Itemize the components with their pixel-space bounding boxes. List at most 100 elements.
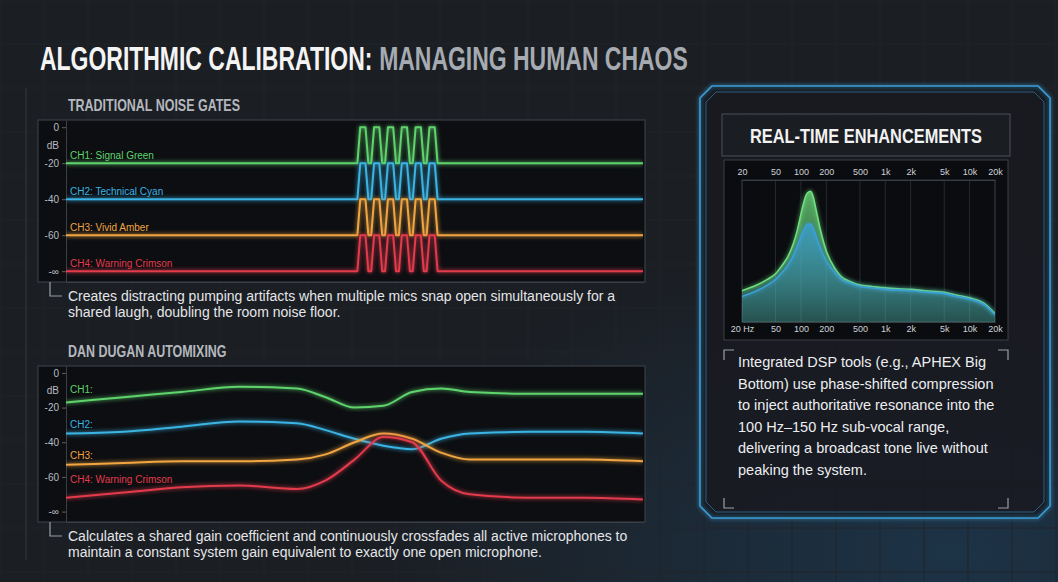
x2-tick: 5k [940,167,950,180]
x-tick: 1k [881,322,891,334]
x-tick: 200 [819,322,834,334]
x-tick: 5k [940,322,950,334]
y-axis-title: dB [47,140,60,151]
y-tick: -20 [45,402,66,413]
x2-tick-label: 1k [881,167,891,177]
series-label: CH2: [70,419,93,430]
y-tick: -20 [45,158,66,169]
heading: DAN DUGAN AUTOMIXING [68,343,227,361]
series-line [66,235,643,271]
y-tick-mark [62,127,66,128]
series-label: CH4: Warning Crimson [70,474,172,485]
series-line [66,421,643,449]
x-tick-label: 1k [881,324,891,334]
series-label: CH2: Technical Cyan [70,186,163,197]
x-tick-label: 10k [963,324,978,334]
x2-tick: 1k [881,167,891,180]
series-label: CH1: Signal Green [70,150,154,161]
y-tick-label: -40 [45,437,60,448]
y-tick-label: -∞ [49,266,59,277]
caption-line: maintain a constant system gain equivale… [68,544,542,560]
series-labels: CH1: Signal Green CH2: Technical Cyan CH3:… [70,150,172,269]
y-tick: -40 [45,194,66,205]
x-tick: 100 [794,322,809,334]
area-chart: REAL-TIME ENHANCEMENTS 20 50 100 200 500 1k 2k 5… [700,86,1050,518]
x2-tick: 20 [737,167,747,180]
caption: Integrated DSP tools (e.g., APHEX BigBot… [738,354,994,478]
series-labels: CH1:CH2:CH3:CH4: Warning Crimson [70,384,172,485]
x2-tick: 10k [963,167,978,180]
x2-tick: 2k [906,167,916,180]
x2-tick: 500 [853,167,868,180]
y-tick-label: -20 [45,158,60,169]
x-tick: 500 [853,322,868,334]
x-axis [67,282,644,283]
y-tick-label: -20 [45,402,60,413]
x2-tick-label: 50 [771,167,781,177]
y-tick-mark [62,199,66,200]
x2-tick-label: 2k [906,167,916,177]
x-tick: 2k [906,322,916,334]
x2-tick: 20k [988,167,1003,180]
background-glow [0,0,1058,582]
y-tick-label: -∞ [49,506,59,517]
x-axis-line [67,282,644,283]
y-tick-mark [62,477,66,478]
background-grid-line [1056,0,1057,582]
series-line [66,127,643,163]
x-tick: 20k [988,322,1003,334]
x-tick-label: 100 [794,324,809,334]
x-tick-label: 20 Hz [731,324,755,334]
grid [742,180,995,322]
y-tick: -∞ [49,266,66,277]
y-tick: -60 [45,230,66,241]
x-tick-label: 2k [906,324,916,334]
series-label: CH3: [70,450,93,461]
x2-tick-label: 5k [940,167,950,177]
caption-corner [998,350,1008,360]
caption: Calculates a shared gain coefficient and… [68,528,627,560]
chart-frame [38,366,645,522]
y-tick-mark [62,373,66,374]
x2-tick-label: 20k [988,167,1003,177]
line-chart: DAN DUGAN AUTOMIXING0-20-40-60-∞dBCH1:CH… [38,343,645,560]
x-tick-label: 20k [988,324,1003,334]
plot-frame [742,180,995,322]
x-tick-label: 200 [819,324,834,334]
y-tick-label: 0 [53,368,59,379]
background [0,0,1058,582]
y-tick: -40 [45,437,66,448]
y-axis: 0-20-40-60-∞ [45,367,67,523]
caption-line: Bottom) use phase-shifted compression [738,376,994,392]
caption-line: Calculates a shared gain coefficient and… [68,528,627,544]
heading: REAL-TIME ENHANCEMENTS [750,124,982,147]
x2-tick-label: 200 [819,167,834,177]
line-chart: TRADITIONAL NOISE GATES0-20-40-60-∞dBCH1… [38,97,645,320]
series-lines [66,127,643,271]
series-label: CH3: Vivid Amber [70,222,149,233]
x2-tick: 200 [819,167,834,180]
x-tick: 50 [771,322,781,334]
x2-tick: 100 [794,167,809,180]
caption-line: Creates distracting pumping artifacts wh… [68,288,615,304]
x-tick-label: 5k [940,324,950,334]
y-tick-label: -60 [45,230,60,241]
y-tick: 0 [53,368,66,379]
chart-frame [724,160,1008,340]
x-axis: 20 Hz 50 100 200 500 1k 2k 5k 10k 20k [731,322,1004,334]
caption: Creates distracting pumping artifacts wh… [68,288,615,320]
y-tick-label: -40 [45,194,60,205]
series-label: CH4: Warning Crimson [70,258,172,269]
page-title: ALGORITHMIC CALIBRATION:MANAGING HUMAN C… [40,40,688,78]
panel-border-inner [706,92,1044,512]
caption-corner [724,350,734,360]
x-tick: 20 Hz [731,322,755,334]
x-tick-label: 500 [853,324,868,334]
caption-line: peaking the system. [738,462,867,478]
background-grid [0,0,1058,582]
x2-axis: 20 50 100 200 500 1k 2k 5k 10k 20k [737,167,1003,181]
y-axis: 0-20-40-60-∞ [45,121,67,283]
background-grid-line [0,572,1058,573]
x2-tick-label: 500 [853,167,868,177]
x2-tick-label: 10k [963,167,978,177]
